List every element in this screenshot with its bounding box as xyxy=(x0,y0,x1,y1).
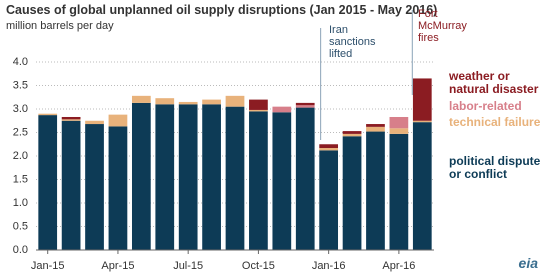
legend-entry: technical failure xyxy=(449,115,541,129)
bar-segment xyxy=(178,101,198,105)
bar-segment xyxy=(61,120,81,250)
bar-segment xyxy=(319,144,339,149)
bar-segment xyxy=(225,95,245,107)
bar-segment xyxy=(412,78,432,121)
bar-segment xyxy=(202,104,221,250)
y-tick-label: 2.5 xyxy=(13,126,28,138)
bar-segment xyxy=(249,109,268,112)
bar-segment xyxy=(108,126,128,250)
bar-segment xyxy=(366,126,385,132)
bar-segment xyxy=(249,111,268,250)
bar-segment xyxy=(412,120,432,123)
bar-segment xyxy=(295,107,315,250)
bar-segment xyxy=(319,148,339,151)
bar-segment xyxy=(155,104,175,250)
bar-segment xyxy=(61,116,81,120)
bar-segment xyxy=(61,119,81,121)
chart-title: Causes of global unplanned oil supply di… xyxy=(6,3,438,17)
bar-segment xyxy=(389,116,409,129)
annotation: Iran sanctions lifted xyxy=(329,24,376,60)
bar-segment xyxy=(389,133,409,250)
bar-segment xyxy=(342,133,362,137)
legend-entry: political dispute or conflict xyxy=(449,154,541,181)
x-tick-label: Jan-15 xyxy=(31,260,65,272)
x-tick-label: Oct-15 xyxy=(242,260,275,272)
legend-entry: labor-related xyxy=(449,99,522,113)
bar-segment xyxy=(249,99,268,110)
bar-segment xyxy=(389,128,409,134)
bar-segment xyxy=(155,98,175,105)
bar-segment xyxy=(366,131,385,250)
bar-segment xyxy=(319,150,339,250)
x-tick-label: Apr-16 xyxy=(382,260,415,272)
y-axis-label: million barrels per day xyxy=(6,20,114,32)
y-tick-label: 0.5 xyxy=(13,220,28,232)
bar-segment xyxy=(131,102,151,250)
bar-segment xyxy=(85,120,104,125)
y-tick-label: 4.0 xyxy=(13,56,28,68)
bar-segment xyxy=(108,114,128,127)
logo: eia xyxy=(518,255,538,271)
bar-segment xyxy=(412,122,432,250)
bar-segment xyxy=(38,115,58,250)
y-tick-label: 2.0 xyxy=(13,150,28,162)
y-tick-label: 3.0 xyxy=(13,103,28,115)
x-tick-label: Apr-15 xyxy=(101,260,134,272)
y-tick-label: 1.5 xyxy=(13,173,28,185)
bar-segment xyxy=(178,104,198,250)
bar-segment xyxy=(85,124,104,250)
bar-segment xyxy=(295,105,315,108)
x-tick-label: Jan-16 xyxy=(312,260,346,272)
y-tick-label: 3.5 xyxy=(13,79,28,91)
bar-segment xyxy=(366,124,385,127)
bar-segment xyxy=(225,106,245,251)
bar-segment xyxy=(342,131,362,134)
y-tick-label: 1.0 xyxy=(13,197,28,209)
bar-segment xyxy=(38,113,58,116)
y-tick-label: 0.0 xyxy=(13,244,28,256)
bar-segment xyxy=(272,106,292,113)
bar-segment xyxy=(295,102,315,106)
x-tick-label: Jul-15 xyxy=(173,260,203,272)
bar-segment xyxy=(202,99,221,105)
bar-segment xyxy=(342,136,362,250)
bar-segment xyxy=(131,95,151,103)
legend-entry: weather or natural disaster xyxy=(449,69,539,96)
annotation: Fort McMurray fires xyxy=(418,8,467,44)
bar-segment xyxy=(272,112,292,250)
